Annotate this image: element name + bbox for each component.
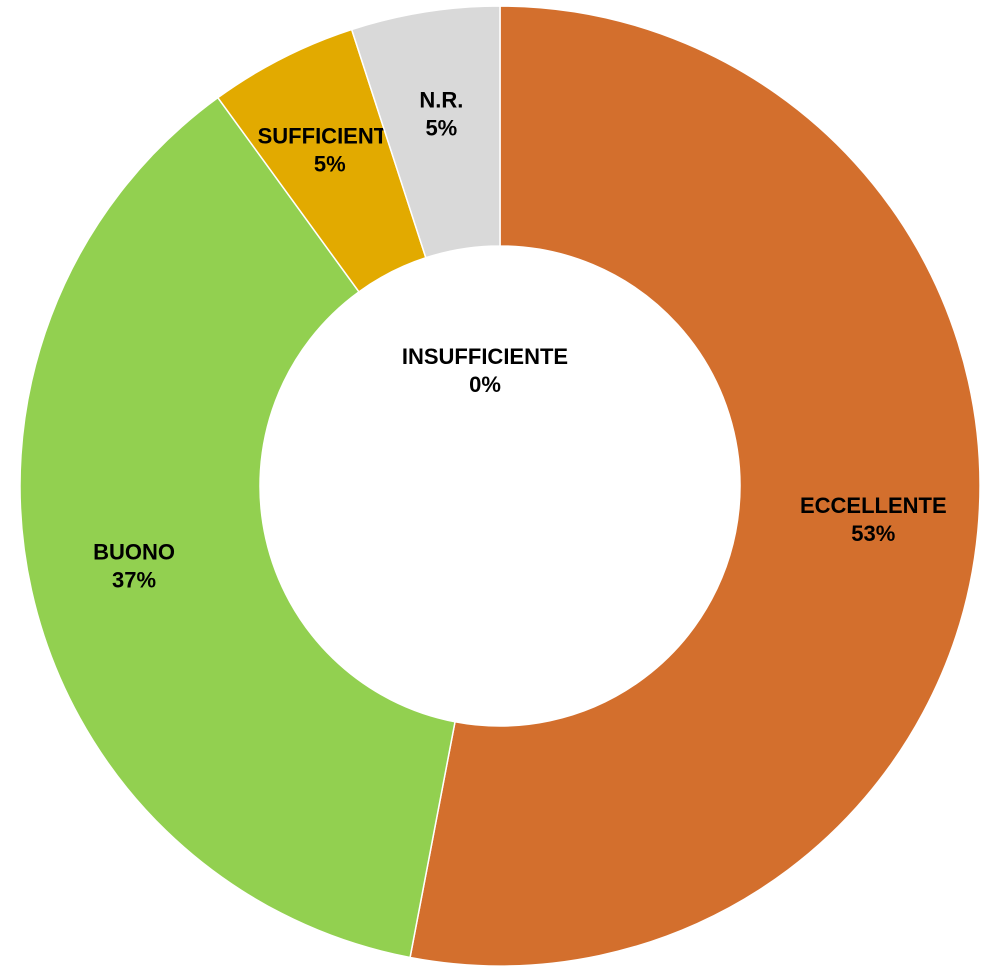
- slice: [350, 5, 501, 259]
- slice: [409, 5, 981, 966]
- slice-label: BUONO: [93, 540, 175, 565]
- slice-value: 0%: [469, 372, 501, 397]
- slice-label: SUFFICIENTE: [258, 124, 402, 149]
- slice-value: 5%: [425, 115, 457, 140]
- slice: [19, 96, 456, 959]
- slice-value: 5%: [314, 152, 346, 177]
- slice-label: INSUFFICIENTE: [402, 344, 568, 369]
- slice-label: ECCELLENTE: [800, 493, 947, 518]
- slice-value: 37%: [112, 568, 156, 593]
- slice-label: N.R.: [419, 87, 463, 112]
- slice-value: 53%: [851, 521, 895, 546]
